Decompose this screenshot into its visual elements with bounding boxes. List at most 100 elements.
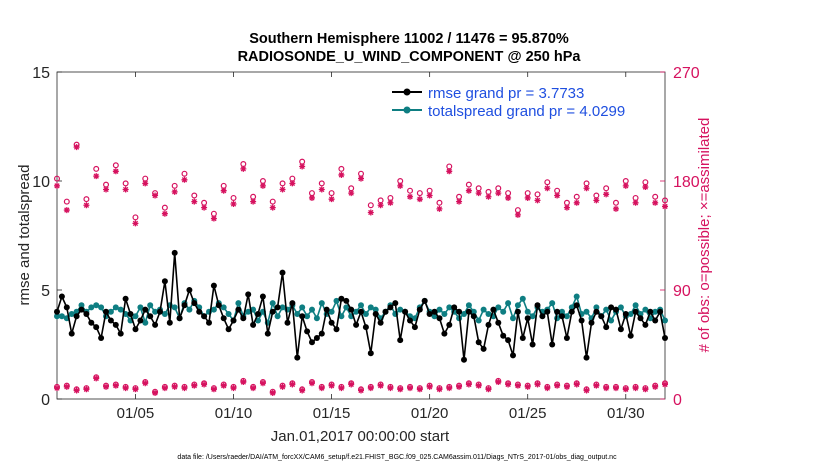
rmse-point xyxy=(407,317,413,324)
rmse-point xyxy=(411,324,418,331)
rmse-point xyxy=(387,304,394,311)
obs-assimilated-marker xyxy=(191,198,198,205)
obs-possible-marker xyxy=(416,190,423,197)
rmse-point xyxy=(215,302,222,309)
rmse-point xyxy=(299,313,306,320)
x-tick-label: 01/20 xyxy=(411,405,449,422)
obs-assimilated-marker xyxy=(416,386,423,393)
x-tick-label: 01/15 xyxy=(313,405,351,422)
obs-assimilated-marker xyxy=(662,381,668,388)
rmse-point xyxy=(608,304,615,311)
rmse-point xyxy=(534,302,541,309)
totalspread-point xyxy=(98,304,105,311)
totalspread-point xyxy=(505,300,512,307)
obs-possible-marker xyxy=(661,197,668,204)
totalspread-point xyxy=(500,308,507,315)
obs-assimilated-marker xyxy=(83,386,90,393)
obs-assimilated-marker xyxy=(603,385,610,392)
obs-assimilated-marker xyxy=(328,382,335,389)
rmse-point xyxy=(446,321,453,328)
totalspread-point xyxy=(235,300,242,307)
totalspread-point xyxy=(147,302,154,309)
rmse-point xyxy=(637,315,644,322)
obs-possible-marker xyxy=(603,185,610,192)
rmse-point xyxy=(54,308,60,315)
totalspread-point xyxy=(186,306,193,313)
obs-assimilated-marker xyxy=(544,385,551,392)
plot-frame xyxy=(56,71,666,400)
totalspread-point xyxy=(627,311,634,317)
obs-assimilated-marker xyxy=(171,383,178,390)
obs-assimilated-marker xyxy=(269,204,276,211)
x-tick-label: 01/30 xyxy=(607,405,645,422)
rmse-point xyxy=(137,317,144,324)
rmse-point xyxy=(294,354,301,361)
totalspread-point xyxy=(112,304,119,311)
rmse-point xyxy=(98,335,105,341)
obs-assimilated-marker xyxy=(593,382,600,389)
obs-assimilated-marker xyxy=(299,163,306,170)
obs-assimilated-marker xyxy=(563,204,570,211)
rmse-point xyxy=(220,315,227,322)
obs-assimilated-marker xyxy=(583,387,590,394)
rmse-point xyxy=(240,315,247,322)
rmse-point xyxy=(578,317,585,324)
rmse-point xyxy=(421,297,428,304)
rmse-point xyxy=(186,287,193,293)
rmse-point xyxy=(279,269,286,276)
obs-assimilated-marker xyxy=(171,188,178,195)
obs-possible-marker xyxy=(83,196,90,203)
obs-assimilated-marker xyxy=(524,383,531,390)
rmse-point xyxy=(348,306,355,313)
rmse-point xyxy=(642,321,649,328)
obs-assimilated-marker xyxy=(662,203,668,210)
obs-assimilated-marker xyxy=(73,387,80,394)
rmse-point xyxy=(343,297,350,304)
rmse-point xyxy=(230,317,237,324)
obs-assimilated-marker xyxy=(210,215,217,222)
obs-assimilated-marker xyxy=(338,171,345,178)
totalspread-point xyxy=(279,304,286,311)
rmse-point xyxy=(83,311,90,317)
obs-assimilated-marker xyxy=(122,385,129,392)
rmse-point xyxy=(93,324,100,331)
rmse-point xyxy=(304,328,311,335)
rmse-point xyxy=(647,308,654,315)
totalspread-point xyxy=(608,317,615,324)
totalspread-point xyxy=(225,311,232,317)
obs-assimilated-marker xyxy=(142,380,149,387)
totalspread-point xyxy=(210,306,217,313)
totalspread-point xyxy=(617,304,624,311)
totalspread-point xyxy=(274,313,281,320)
obs-assimilated-marker xyxy=(642,184,649,191)
y-tick-label-left: 15 xyxy=(32,65,50,82)
totalspread-point xyxy=(68,311,75,317)
obs-assimilated-marker xyxy=(456,198,463,205)
rmse-point xyxy=(313,335,320,341)
rmse-point xyxy=(549,341,556,348)
obs-assimilated-marker xyxy=(230,385,237,392)
rmse-point xyxy=(583,354,590,361)
obs-assimilated-marker xyxy=(103,186,110,193)
rmse-point xyxy=(68,330,75,337)
obs-assimilated-marker xyxy=(514,382,521,389)
rmse-point xyxy=(451,304,458,311)
rmse-point xyxy=(662,335,668,341)
obs-assimilated-marker xyxy=(377,382,384,389)
rmse-point xyxy=(274,304,281,311)
obs-assimilated-marker xyxy=(132,386,139,393)
y-tick-label-right: 90 xyxy=(673,283,691,300)
obs-assimilated-marker xyxy=(573,199,580,206)
rmse-point xyxy=(431,308,438,315)
rmse-point xyxy=(544,308,551,315)
rmse-point xyxy=(598,313,605,320)
legend-rmse-marker xyxy=(403,88,411,96)
obs-assimilated-marker xyxy=(407,385,414,392)
obs-assimilated-marker xyxy=(289,381,296,388)
rmse-point xyxy=(63,304,70,311)
obs-possible-marker xyxy=(191,192,198,199)
obs-possible-marker xyxy=(63,198,70,205)
obs-possible-marker xyxy=(122,180,129,187)
totalspread-point xyxy=(333,297,340,304)
totalspread-point xyxy=(441,311,448,317)
